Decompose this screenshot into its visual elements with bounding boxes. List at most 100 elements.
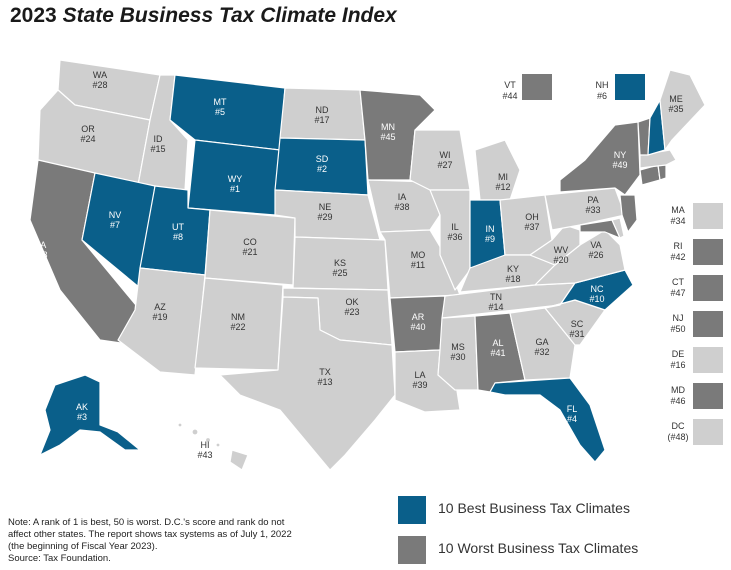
- state-rank-wy: #1: [230, 184, 240, 194]
- inset-box-ct[interactable]: [693, 275, 723, 301]
- state-rank-sd: #2: [317, 164, 327, 174]
- state-rank-oh: #37: [524, 222, 539, 232]
- state-abbr-la: LA: [414, 370, 425, 380]
- state-abbr-al: AL: [492, 338, 503, 348]
- title-text: State Business Tax Climate Index: [62, 4, 397, 27]
- state-abbr-mi: MI: [498, 172, 508, 182]
- legend-best-swatch: [398, 496, 426, 524]
- inset-label-ct: CT #47: [670, 277, 686, 298]
- state-fl[interactable]: [489, 377, 606, 463]
- state-rank-ky: #18: [505, 274, 520, 284]
- state-il[interactable]: [429, 189, 471, 291]
- inset-box-md[interactable]: [693, 383, 723, 409]
- state-rank-pa: #33: [585, 205, 600, 215]
- state-abbr-sc: SC: [571, 319, 584, 329]
- state-labels: WA#28OR#24CA#48ID#15NV#7MT#5WY#1UT#8AZ#1…: [32, 70, 683, 460]
- state-abbr-nc: NC: [591, 284, 604, 294]
- inset-box-dc[interactable]: [693, 419, 723, 445]
- state-rank-in: #9: [485, 234, 495, 244]
- inset-box-nj[interactable]: [693, 311, 723, 337]
- inset-label-nj: NJ #50: [670, 313, 686, 334]
- state-abbr-nv: NV: [109, 210, 122, 220]
- state-me[interactable]: [659, 69, 706, 151]
- inset-box-ma[interactable]: [693, 203, 723, 229]
- state-rank-ms: #30: [450, 352, 465, 362]
- state-rank-la: #39: [412, 380, 427, 390]
- map-title: 2023 State Business Tax Climate Index: [10, 4, 397, 28]
- inset-label-de: DE #16: [670, 349, 686, 370]
- state-abbr-id: ID: [154, 134, 164, 144]
- state-abbr-tn: TN: [490, 292, 502, 302]
- state-abbr-mt: MT: [214, 97, 227, 107]
- inset-label-vt: VT #44: [502, 80, 518, 101]
- state-rank-fl: #4: [567, 414, 577, 424]
- inset-box-ri[interactable]: [693, 239, 723, 265]
- title-year: 2023: [10, 4, 57, 27]
- state-ak[interactable]: [39, 374, 141, 456]
- inset-label-ri: RI #42: [670, 241, 686, 262]
- legend-best-label: 10 Best Business Tax Climates: [438, 500, 630, 516]
- state-rank-nc: #10: [589, 294, 604, 304]
- note-text: Note: A rank of 1 is best, 50 is worst. …: [8, 517, 292, 552]
- state-ga[interactable]: [509, 307, 576, 381]
- state-hi[interactable]: [177, 422, 249, 471]
- state-rank-ca: #48: [32, 250, 47, 260]
- state-rank-or: #24: [80, 134, 95, 144]
- state-rank-ok: #23: [344, 307, 359, 317]
- state-rank-mt: #5: [215, 107, 225, 117]
- state-nj[interactable]: [619, 194, 638, 233]
- state-abbr-wi: WI: [440, 150, 451, 160]
- state-rank-ia: #38: [394, 202, 409, 212]
- state-abbr-co: CO: [243, 237, 257, 247]
- state-rank-ak: #3: [77, 412, 87, 422]
- state-abbr-wv: WV: [554, 245, 569, 255]
- state-abbr-ga: GA: [535, 337, 548, 347]
- state-va[interactable]: [534, 229, 626, 286]
- state-rank-ne: #29: [317, 212, 332, 222]
- state-ny[interactable]: [559, 121, 641, 196]
- state-rank-wi: #27: [437, 160, 452, 170]
- state-abbr-ms: MS: [451, 342, 465, 352]
- state-rank-nv: #7: [110, 220, 120, 230]
- inset-label-md: MD #46: [670, 385, 686, 406]
- state-abbr-hi: HI: [201, 440, 210, 450]
- state-abbr-va: VA: [590, 240, 601, 250]
- state-abbr-oh: OH: [525, 212, 539, 222]
- state-mi[interactable]: [474, 139, 521, 201]
- state-rank-il: #36: [447, 232, 462, 242]
- state-abbr-in: IN: [486, 224, 495, 234]
- state-abbr-ia: IA: [398, 192, 407, 202]
- state-abbr-me: ME: [669, 94, 683, 104]
- legend-worst-label: 10 Worst Business Tax Climates: [438, 540, 639, 556]
- inset-box-nh[interactable]: [615, 74, 645, 100]
- state-rank-az: #19: [152, 312, 167, 322]
- state-abbr-wa: WA: [93, 70, 107, 80]
- state-abbr-ar: AR: [412, 312, 425, 322]
- state-rank-nm: #22: [230, 322, 245, 332]
- inset-box-vt[interactable]: [522, 74, 552, 100]
- state-abbr-sd: SD: [316, 154, 329, 164]
- state-rank-me: #35: [668, 104, 683, 114]
- state-md[interactable]: [579, 219, 621, 239]
- state-rank-va: #26: [588, 250, 603, 260]
- legend-worst-swatch: [398, 536, 426, 564]
- state-de[interactable]: [611, 217, 625, 239]
- state-rank-mi: #12: [495, 182, 510, 192]
- state-rank-co: #21: [242, 247, 257, 257]
- state-rank-id: #15: [150, 144, 165, 154]
- state-rank-nd: #17: [314, 115, 329, 125]
- state-abbr-ks: KS: [334, 258, 346, 268]
- state-abbr-mo: MO: [411, 250, 426, 260]
- state-ri[interactable]: [657, 164, 667, 181]
- state-abbr-ky: KY: [507, 264, 519, 274]
- state-rank-wa: #28: [92, 80, 107, 90]
- state-abbr-ny: NY: [614, 150, 627, 160]
- inset-box-de[interactable]: [693, 347, 723, 373]
- state-rank-al: #41: [490, 348, 505, 358]
- state-tx[interactable]: [219, 296, 396, 471]
- source-text: Source: Tax Foundation.: [8, 553, 111, 564]
- state-rank-tx: #13: [317, 377, 332, 387]
- inset-label-nh: NH #6: [595, 80, 609, 101]
- state-abbr-pa: PA: [587, 195, 598, 205]
